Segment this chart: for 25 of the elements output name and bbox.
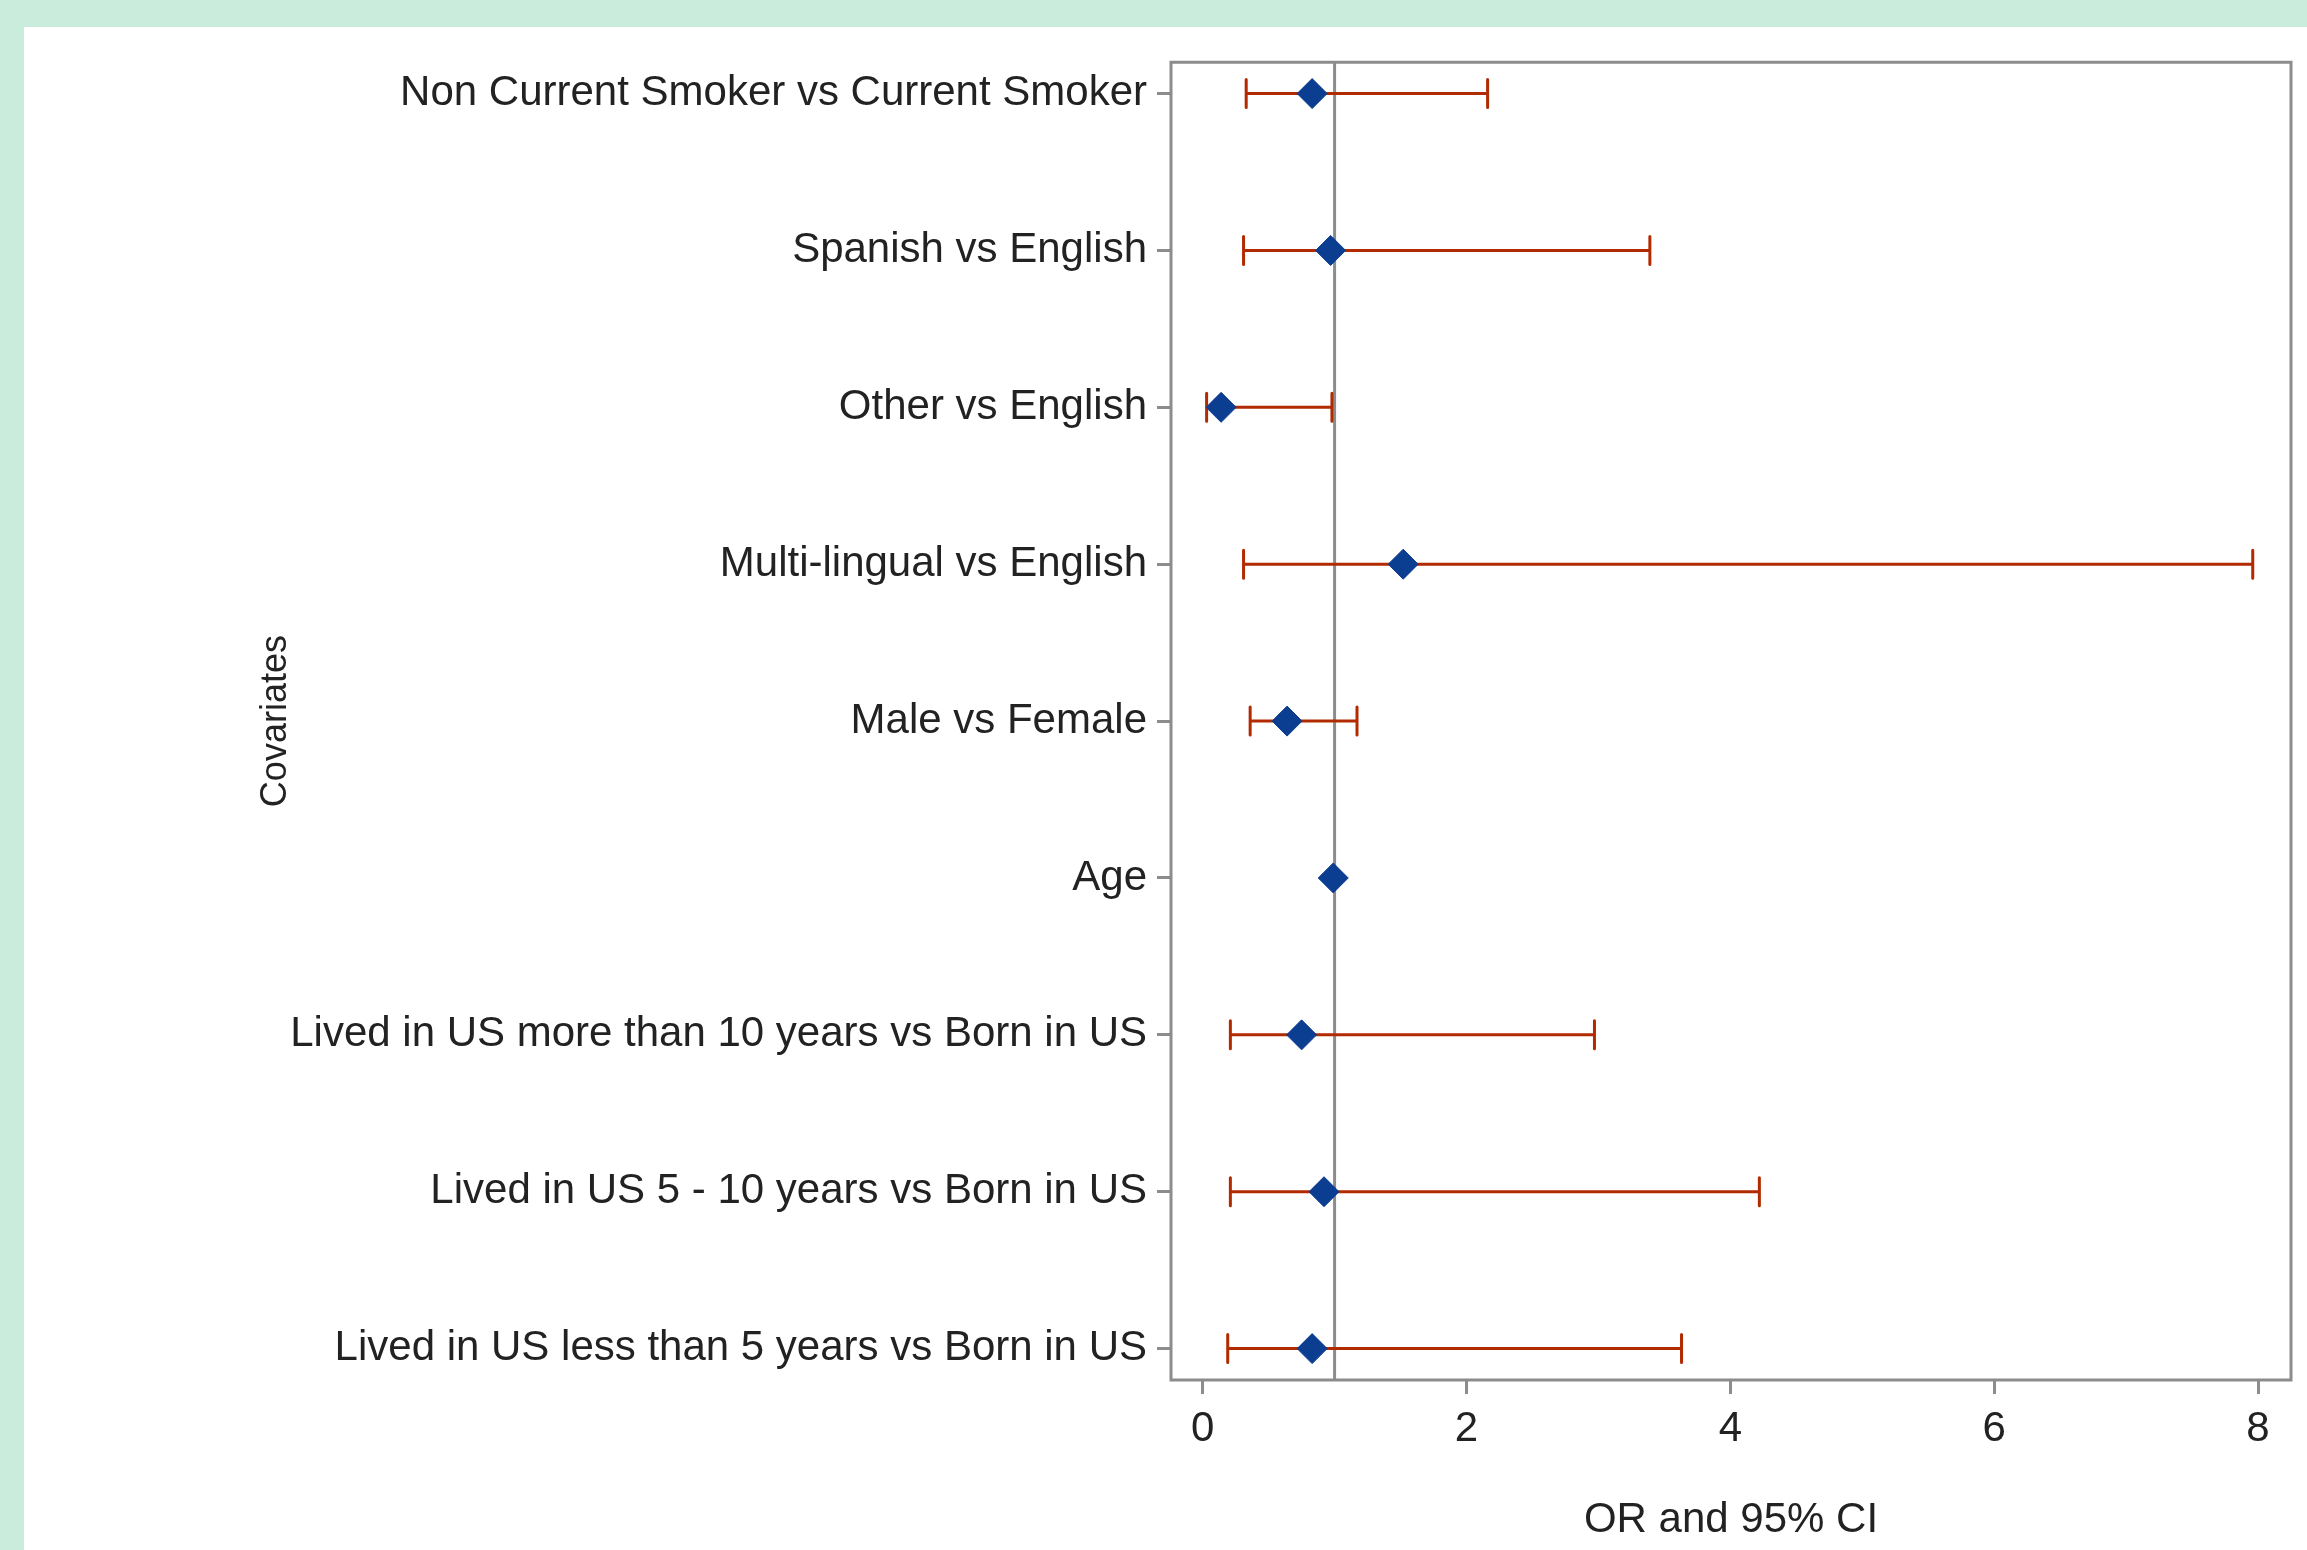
x-tick-label: 8 xyxy=(2246,1402,2270,1450)
y-tick-label: Lived in US 5 - 10 years vs Born in US xyxy=(430,1165,1147,1213)
y-axis-title: Covariates xyxy=(252,635,294,808)
point xyxy=(1387,548,1419,580)
point xyxy=(1317,862,1349,894)
x-tick-label: 0 xyxy=(1190,1402,1215,1450)
y-tick-label: Age xyxy=(1072,851,1147,899)
x-axis-title: OR and 95% CI xyxy=(1583,1494,1879,1542)
x-tick-label: 6 xyxy=(1982,1402,2006,1450)
x-tick-label: 4 xyxy=(1718,1402,1743,1450)
point xyxy=(1308,1176,1340,1208)
y-tick-label: Male vs Female xyxy=(850,694,1147,742)
point xyxy=(1315,234,1347,266)
point xyxy=(1271,705,1303,737)
point xyxy=(1286,1019,1318,1051)
y-tick-label: Spanish vs English xyxy=(792,224,1147,272)
x-tick-label: 2 xyxy=(1454,1402,1479,1450)
point xyxy=(1205,391,1237,423)
y-tick-label: Non Current Smoker vs Current Smoker xyxy=(400,67,1147,115)
y-tick-label: Multi-lingual vs English xyxy=(719,537,1147,585)
point xyxy=(1296,1333,1328,1365)
y-tick-label: Lived in US less than 5 years vs Born in US xyxy=(334,1322,1147,1370)
point xyxy=(1296,78,1328,110)
y-tick-label: Other vs English xyxy=(838,380,1147,428)
y-tick-label: Lived in US more than 10 years vs Born in US xyxy=(290,1008,1147,1056)
